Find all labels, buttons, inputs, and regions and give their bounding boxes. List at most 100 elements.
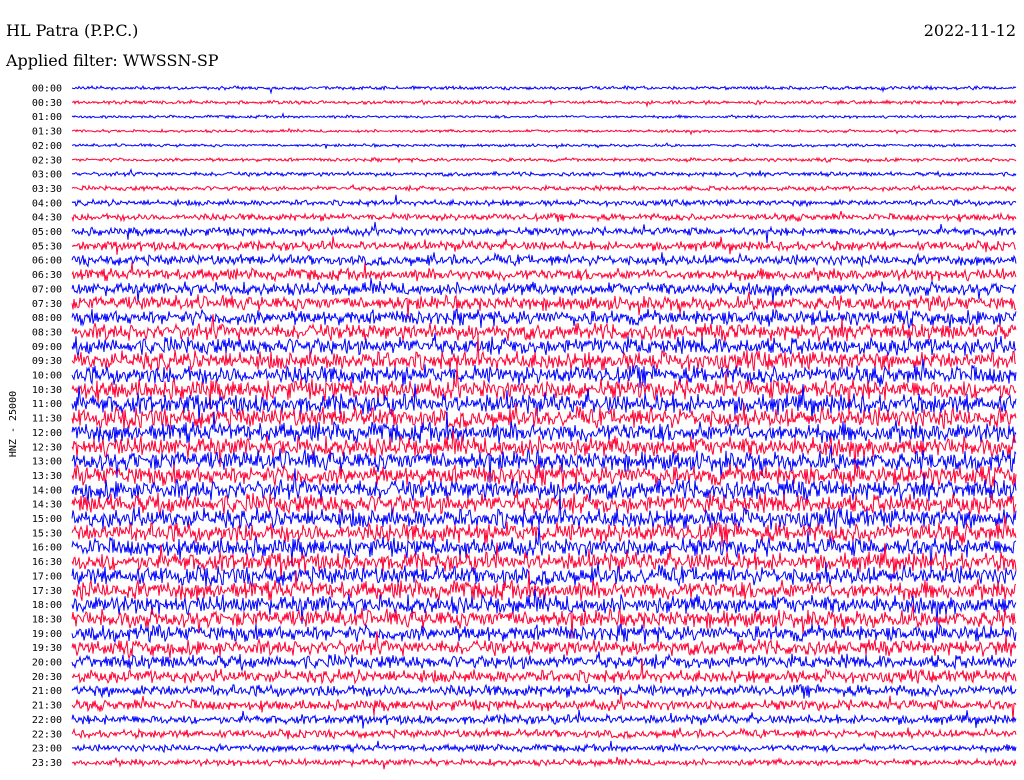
row-time-label: 18:30 bbox=[32, 614, 62, 625]
row-time-label: 11:30 bbox=[32, 414, 62, 425]
row-time-label: 20:00 bbox=[32, 658, 62, 669]
row-time-label: 04:00 bbox=[32, 198, 62, 209]
trace-line bbox=[71, 515, 1017, 547]
row-time-label: 21:00 bbox=[32, 686, 62, 697]
row-time-label: 02:00 bbox=[32, 141, 62, 152]
trace-line bbox=[71, 542, 1017, 580]
row-time-label: 03:00 bbox=[32, 170, 62, 181]
trace-line bbox=[71, 489, 1017, 517]
trace-line bbox=[71, 366, 1017, 418]
row-time-label: 00:00 bbox=[32, 84, 62, 95]
trace-line bbox=[71, 292, 1017, 319]
trace-line bbox=[71, 658, 1017, 685]
trace-line bbox=[71, 651, 1017, 671]
row-time-label: 14:00 bbox=[32, 485, 62, 496]
row-time-label: 04:30 bbox=[32, 213, 62, 224]
trace-line bbox=[71, 491, 1017, 531]
row-time-label: 15:00 bbox=[32, 514, 62, 525]
channel-axis-label: HNZ - 25000 bbox=[8, 391, 19, 457]
trace-line bbox=[71, 604, 1017, 639]
trace-line bbox=[71, 314, 1017, 342]
row-time-label: 23:00 bbox=[32, 744, 62, 755]
row-time-label: 17:30 bbox=[32, 586, 62, 597]
row-time-label: 17:00 bbox=[32, 571, 62, 582]
trace-line bbox=[71, 358, 1017, 388]
trace-line bbox=[71, 210, 1017, 223]
row-time-label: 09:30 bbox=[32, 356, 62, 367]
trace-line bbox=[71, 756, 1017, 770]
row-time-label: 00:30 bbox=[32, 98, 62, 109]
trace-line bbox=[71, 335, 1017, 372]
row-time-label: 16:30 bbox=[32, 557, 62, 568]
row-time-label: 01:00 bbox=[32, 112, 62, 123]
row-time-label: 21:30 bbox=[32, 701, 62, 712]
row-time-label: 09:00 bbox=[32, 342, 62, 353]
trace-line bbox=[71, 84, 1017, 95]
trace-line bbox=[71, 430, 1017, 470]
row-time-label: 14:30 bbox=[32, 500, 62, 511]
row-time-label: 02:30 bbox=[32, 155, 62, 166]
date-label: 2022-11-12 bbox=[924, 21, 1016, 40]
row-time-label: 10:00 bbox=[32, 371, 62, 382]
trace-line bbox=[71, 692, 1017, 720]
trace-line bbox=[71, 112, 1017, 122]
trace-line bbox=[71, 308, 1017, 329]
row-time-label: 05:30 bbox=[32, 241, 62, 252]
row-time-label: 12:00 bbox=[32, 428, 62, 439]
row-time-label: 07:30 bbox=[32, 299, 62, 310]
station-title: HL Patra (P.P.C.) bbox=[6, 21, 138, 40]
row-time-label: 23:30 bbox=[32, 758, 62, 769]
trace-line bbox=[71, 262, 1017, 283]
trace-line bbox=[71, 127, 1017, 136]
trace-line bbox=[71, 411, 1017, 444]
row-time-label: 11:00 bbox=[32, 399, 62, 410]
row-time-label: 06:30 bbox=[32, 270, 62, 281]
row-time-label: 13:30 bbox=[32, 471, 62, 482]
trace-line bbox=[71, 561, 1017, 589]
row-time-label: 08:00 bbox=[32, 313, 62, 324]
trace-line bbox=[71, 278, 1017, 304]
trace-line bbox=[71, 525, 1017, 574]
trace-line bbox=[71, 740, 1017, 754]
trace-rows: 00:00 00:30 01:00 01:30 02:00 02:30 03:00 03:30… bbox=[32, 84, 1017, 770]
row-time-label: 15:30 bbox=[32, 528, 62, 539]
trace-line bbox=[71, 445, 1017, 484]
trace-line bbox=[71, 183, 1017, 193]
row-time-label: 19:00 bbox=[32, 629, 62, 640]
trace-line bbox=[71, 142, 1017, 149]
trace-line bbox=[71, 588, 1017, 626]
row-time-label: 10:30 bbox=[32, 385, 62, 396]
trace-line bbox=[71, 727, 1017, 740]
trace-line bbox=[71, 251, 1017, 268]
trace-line bbox=[71, 468, 1017, 504]
row-time-label: 19:30 bbox=[32, 643, 62, 654]
trace-line bbox=[71, 156, 1017, 164]
trace-line bbox=[71, 383, 1017, 424]
row-time-label: 22:30 bbox=[32, 729, 62, 740]
row-time-label: 01:30 bbox=[32, 127, 62, 138]
row-time-label: 08:30 bbox=[32, 327, 62, 338]
trace-line bbox=[71, 709, 1017, 729]
row-time-label: 13:00 bbox=[32, 457, 62, 468]
trace-line bbox=[71, 683, 1017, 699]
row-time-label: 06:00 bbox=[32, 256, 62, 267]
trace-line bbox=[71, 623, 1017, 645]
row-time-label: 18:00 bbox=[32, 600, 62, 611]
row-time-label: 07:00 bbox=[32, 284, 62, 295]
trace-line bbox=[71, 333, 1017, 357]
row-time-label: 12:30 bbox=[32, 442, 62, 453]
row-time-label: 03:30 bbox=[32, 184, 62, 195]
trace-line bbox=[71, 463, 1017, 491]
trace-line bbox=[71, 98, 1017, 108]
trace-line bbox=[71, 221, 1017, 243]
filter-label: Applied filter: WWSSN-SP bbox=[5, 51, 219, 70]
row-time-label: 20:30 bbox=[32, 672, 62, 683]
row-time-label: 16:00 bbox=[32, 543, 62, 554]
trace-line bbox=[71, 236, 1017, 255]
row-time-label: 05:00 bbox=[32, 227, 62, 238]
row-time-label: 22:00 bbox=[32, 715, 62, 726]
trace-line bbox=[71, 168, 1017, 179]
trace-line bbox=[71, 631, 1017, 659]
trace-line bbox=[71, 194, 1017, 208]
